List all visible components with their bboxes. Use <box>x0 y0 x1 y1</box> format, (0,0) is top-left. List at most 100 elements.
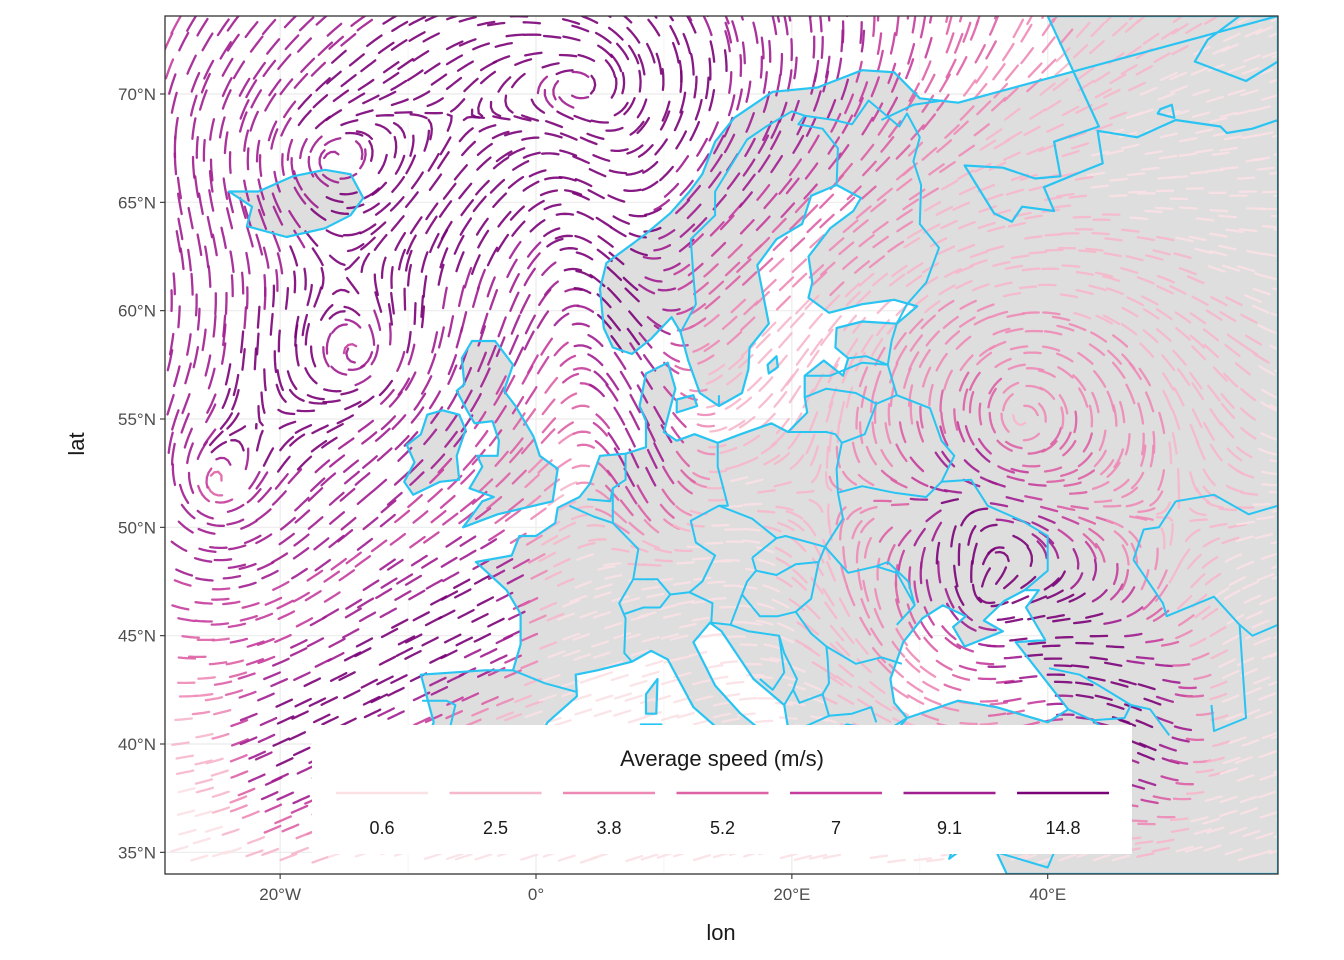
wind-streamlet <box>323 591 341 603</box>
wind-streamlet <box>1256 166 1276 171</box>
wind-streamlet <box>741 539 761 544</box>
wind-streamlet <box>594 31 612 44</box>
wind-streamlet <box>344 400 362 411</box>
wind-streamlet <box>787 519 805 532</box>
wind-streamlet <box>659 110 671 131</box>
wind-streamlet <box>1089 656 1109 661</box>
wind-streamlet <box>721 315 738 330</box>
wind-streamlet <box>941 179 959 191</box>
wind-streamlet <box>661 100 671 122</box>
wind-streamlet <box>793 56 798 80</box>
wind-streamlet <box>170 16 182 35</box>
wind-streamlet <box>429 232 440 254</box>
wind-streamlet <box>211 732 230 740</box>
wind-streamlet <box>168 73 177 95</box>
wind-streamlet <box>322 345 330 368</box>
wind-streamlet <box>387 303 394 326</box>
wind-streamlet <box>406 263 413 287</box>
wind-streamlet <box>1186 275 1205 285</box>
wind-streamlet <box>255 332 260 356</box>
wind-streamlet <box>571 322 590 328</box>
wind-streamlet <box>971 583 983 604</box>
wind-streamlet <box>994 550 1010 563</box>
wind-streamlet <box>503 374 516 395</box>
wind-streamlet <box>430 686 449 696</box>
wind-streamlet <box>921 146 938 161</box>
wind-streamlet <box>624 694 643 702</box>
wind-streamlet <box>804 294 820 311</box>
wind-streamlet <box>276 791 295 801</box>
wind-streamlet <box>1224 553 1243 563</box>
wind-streamlet <box>771 16 778 36</box>
wind-streamlet <box>935 352 948 372</box>
wind-streamlet <box>1088 284 1107 292</box>
wind-streamlet <box>1138 778 1157 787</box>
wind-streamlet <box>974 162 992 173</box>
wind-streamlet <box>275 698 294 708</box>
wind-streamlet <box>1177 368 1191 387</box>
wind-streamlet <box>1058 394 1069 415</box>
wind-streamlet <box>272 580 290 591</box>
wind-streamlet <box>397 635 416 646</box>
wind-streamlet <box>508 240 522 260</box>
wind-streamlet <box>1056 324 1075 332</box>
wind-streamlet <box>458 38 477 47</box>
wind-streamlet <box>1190 3 1204 13</box>
wind-streamlet <box>292 795 311 805</box>
wind-streamlet <box>297 93 313 110</box>
wind-streamlet <box>195 732 214 739</box>
wind-streamlet <box>1093 71 1111 83</box>
wind-streamlet <box>553 558 571 568</box>
wind-streamlet <box>497 76 512 93</box>
wind-streamlet <box>553 341 569 357</box>
wind-streamlet <box>938 73 951 93</box>
wind-streamlet <box>470 254 481 275</box>
wind-streamlet <box>923 606 935 626</box>
wind-streamlet <box>391 20 409 33</box>
wind-streamlet <box>425 215 438 235</box>
wind-streamlet <box>186 16 198 32</box>
wind-streamlet <box>757 558 776 567</box>
wind-streamlet <box>1109 177 1129 182</box>
wind-streamlet <box>370 693 389 704</box>
wind-streamlet <box>758 393 774 409</box>
wind-streamlet <box>266 38 281 55</box>
wind-streamlet <box>446 696 464 706</box>
wind-streamlet <box>1160 640 1180 647</box>
wind-streamlet <box>547 494 565 507</box>
wind-streamlet <box>1271 509 1278 513</box>
wind-streamlet <box>776 16 781 23</box>
wind-streamlet <box>1236 446 1253 459</box>
wind-streamlet <box>555 69 574 76</box>
wind-streamlet <box>454 588 472 599</box>
wind-streamlet <box>858 234 875 248</box>
wind-streamlet <box>504 654 522 664</box>
wind-streamlet <box>297 109 312 127</box>
wind-streamlet <box>287 468 303 485</box>
wind-streamlet <box>1005 496 1024 503</box>
wind-streamlet <box>925 579 933 602</box>
wind-streamlet <box>1090 184 1109 189</box>
wind-streamlet <box>279 435 295 452</box>
wind-streamlet <box>340 388 359 396</box>
wind-streamlet <box>1255 25 1273 35</box>
x-tick-label: 0° <box>528 885 544 904</box>
wind-streamlet <box>841 114 854 134</box>
wind-streamlet <box>653 324 671 336</box>
wind-streamlet <box>194 778 214 785</box>
wind-streamlet <box>325 332 332 355</box>
wind-streamlet <box>309 135 323 153</box>
wind-streamlet <box>615 42 630 61</box>
wind-streamlet <box>908 621 921 641</box>
wind-streamlet <box>1023 125 1041 137</box>
wind-streamlet <box>1144 209 1163 214</box>
wind-streamlet <box>330 365 348 376</box>
wind-streamlet <box>194 692 214 698</box>
wind-streamlet <box>557 612 575 621</box>
wind-streamlet <box>597 235 614 248</box>
wind-streamlet <box>760 657 779 663</box>
wind-streamlet <box>1225 484 1244 494</box>
wind-streamlet <box>509 273 520 294</box>
wind-streamlet <box>920 314 936 330</box>
wind-streamlet <box>674 654 694 661</box>
